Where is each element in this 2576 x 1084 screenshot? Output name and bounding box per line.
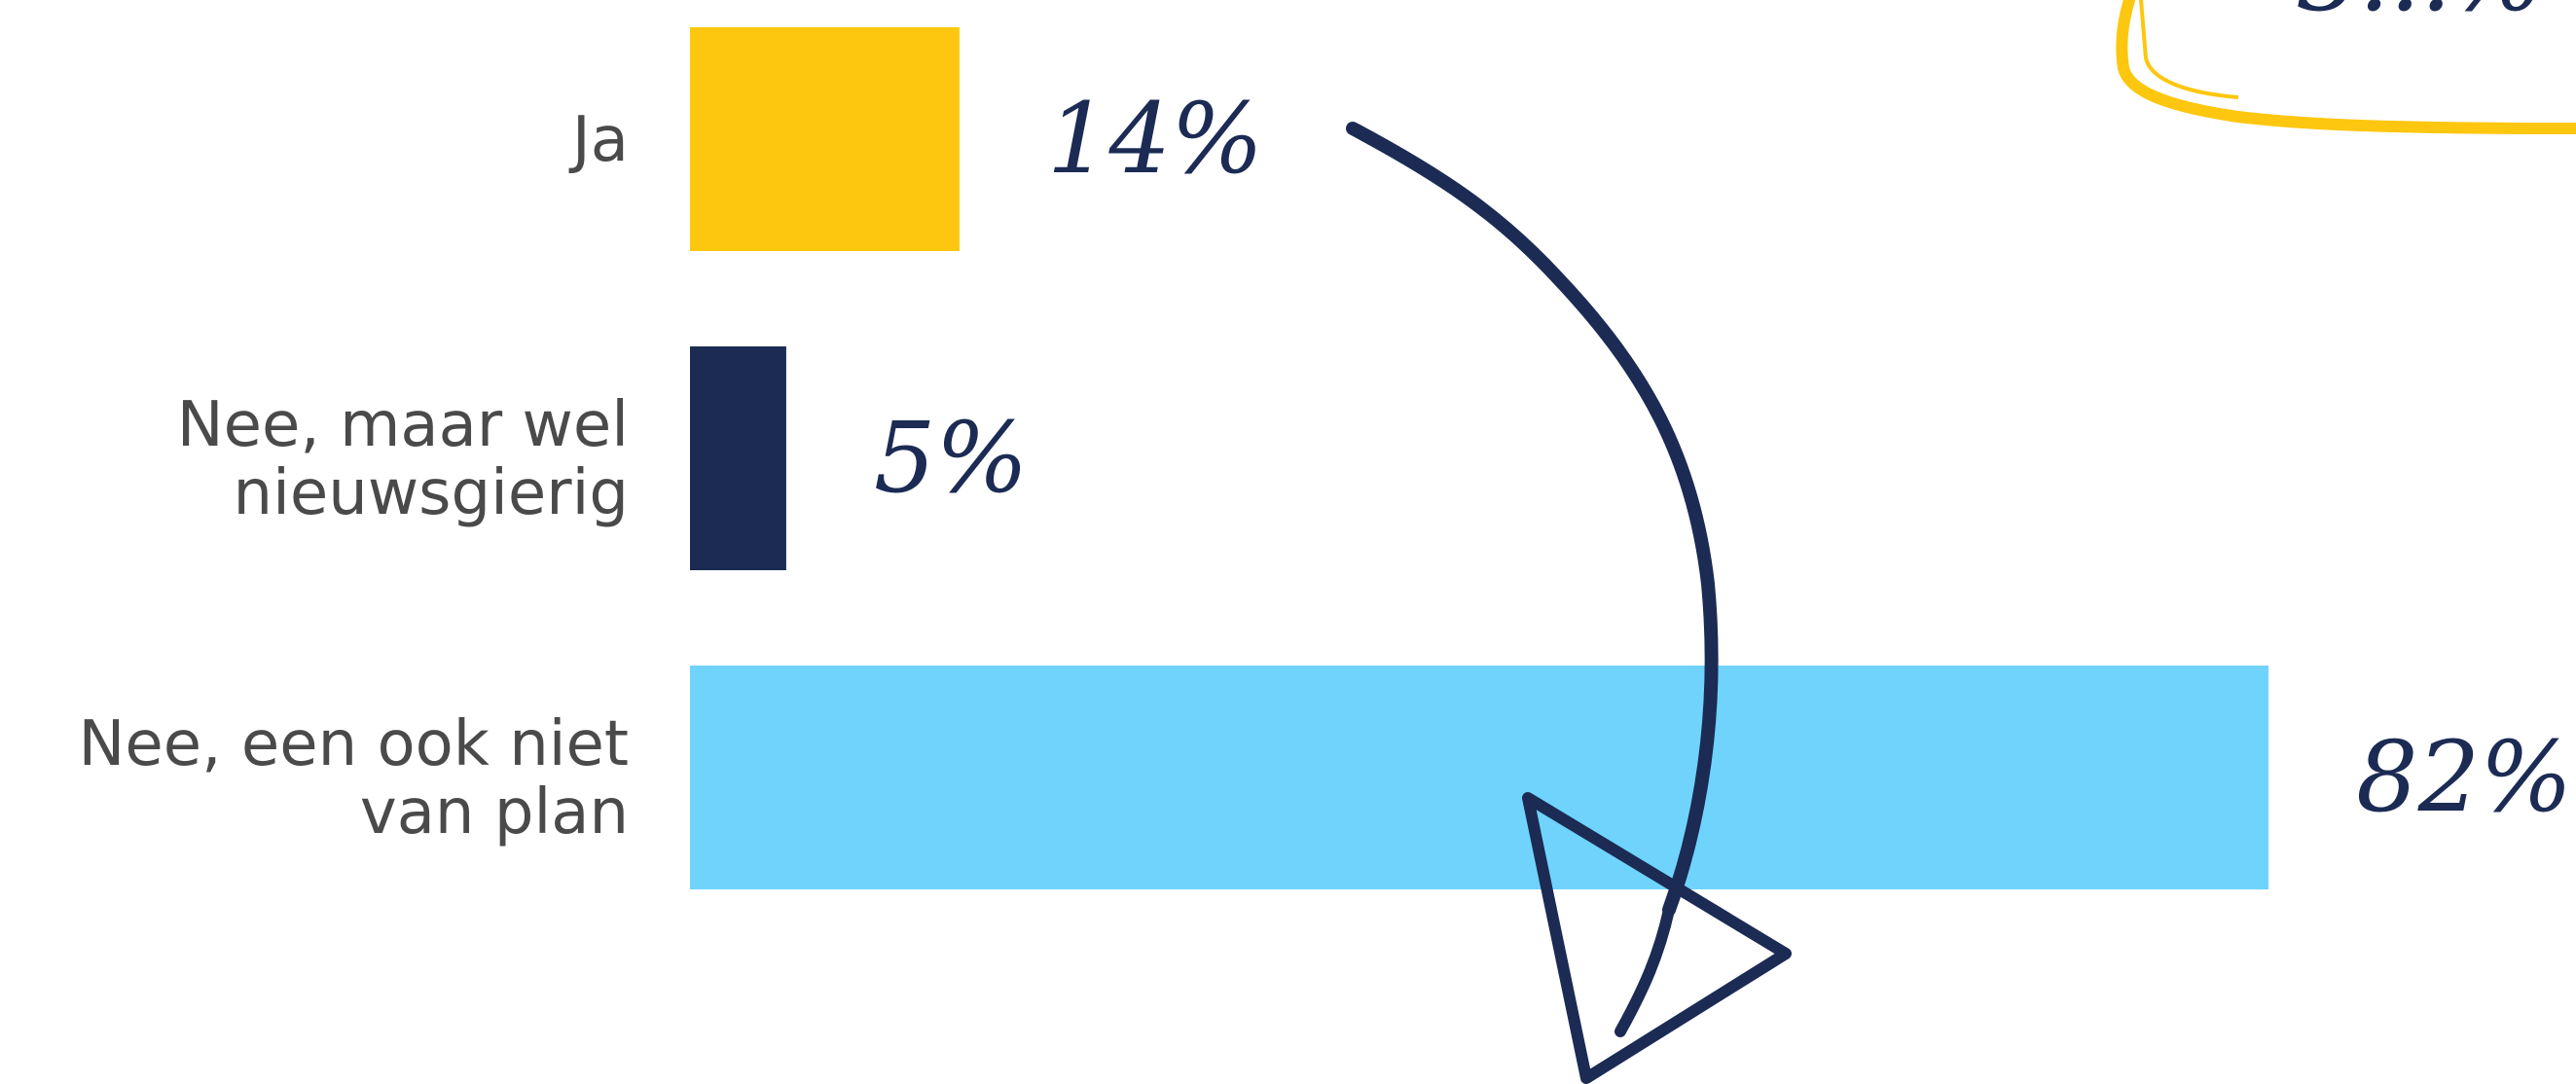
category-label-2: Nee, een ook niet van plan	[79, 708, 630, 849]
arrow-shaft-tail	[1615, 904, 1675, 1037]
category-label-1: Nee, maar wel nieuwsgierig	[177, 389, 629, 529]
value-label-0: 14%	[1047, 82, 1263, 196]
callout-text: 3...%	[2297, 0, 2544, 33]
arrow-head	[1522, 792, 1792, 1084]
bar-0	[690, 27, 960, 251]
value-labels: 14% 5% 82%	[874, 82, 2572, 834]
value-label-2: 82%	[2356, 720, 2572, 834]
value-label-1: 5%	[874, 401, 1029, 515]
category-label-line: Nee, maar wel	[177, 389, 629, 461]
cropped-callout: 3...%	[2116, 0, 2576, 134]
category-label-line: Ja	[568, 104, 629, 176]
category-label-line: nieuwsgierig	[234, 457, 629, 529]
bars-layer	[690, 27, 2268, 889]
arrow-annotation	[1346, 122, 1792, 1084]
callout-border-fill	[2139, 0, 2239, 99]
category-label-line: Nee, een ook niet	[79, 708, 630, 780]
category-labels: Ja Nee, maar wel nieuwsgierig Nee, een ook …	[79, 104, 630, 849]
category-label-0: Ja	[568, 104, 629, 176]
bar-1	[690, 346, 786, 570]
category-label-line: van plan	[360, 777, 629, 849]
arrow-shaft	[1346, 122, 1719, 917]
bar-2	[690, 666, 2268, 889]
callout-border	[2116, 0, 2576, 134]
